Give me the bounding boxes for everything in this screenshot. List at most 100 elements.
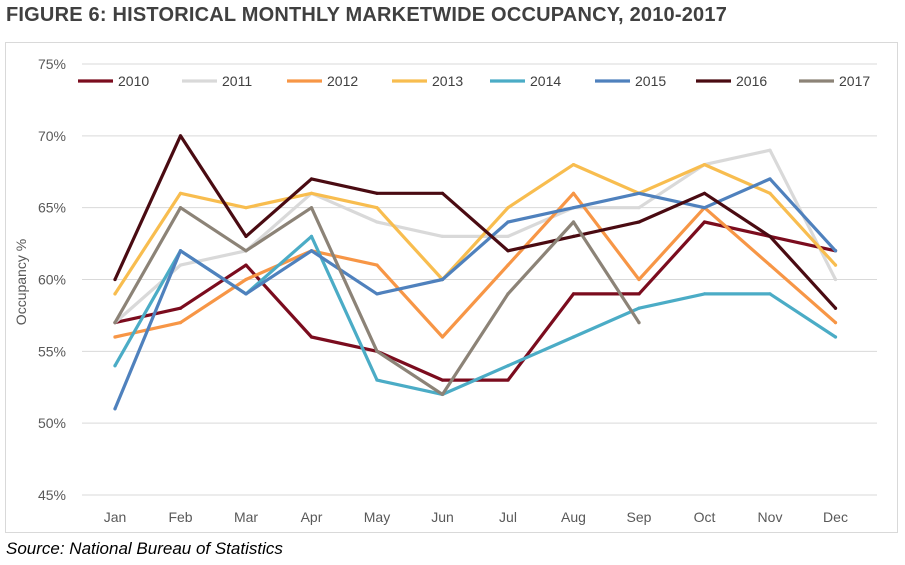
data-point <box>571 191 576 195</box>
legend-label: 2014 <box>530 73 561 89</box>
data-point <box>637 306 641 310</box>
data-point <box>637 321 641 325</box>
series-2017 <box>113 206 641 397</box>
legend-item: 2011 <box>182 73 252 89</box>
data-point <box>506 364 510 368</box>
data-point <box>702 162 707 167</box>
data-point <box>506 234 510 238</box>
series-line <box>113 177 838 411</box>
data-point <box>571 335 576 339</box>
data-point <box>178 206 183 210</box>
legend-item: 2010 <box>78 73 149 89</box>
y-tick-label: 65% <box>38 200 66 216</box>
data-point <box>113 407 117 411</box>
data-point <box>113 364 117 368</box>
data-point <box>702 191 707 195</box>
data-point <box>375 220 379 224</box>
y-axis-ticks: 45% 50% 55% 60% 65% 70% 75% <box>38 56 66 503</box>
figure-title: FIGURE 6: HISTORICAL MONTHLY MARKETWIDE … <box>6 4 728 26</box>
data-point <box>571 220 576 224</box>
series-2016 <box>113 134 838 310</box>
data-point <box>637 206 641 210</box>
data-point <box>833 335 838 339</box>
data-point <box>833 321 838 325</box>
data-point <box>768 234 772 238</box>
data-point <box>178 249 183 253</box>
series-2014 <box>113 234 838 397</box>
legend-label: 2016 <box>736 73 767 89</box>
data-point <box>178 134 183 138</box>
series-2012 <box>113 191 838 339</box>
series-line <box>113 148 838 325</box>
source-note: Source: National Bureau of Statistics <box>6 539 283 558</box>
data-point <box>506 378 510 382</box>
data-point <box>506 206 510 210</box>
legend-label: 2010 <box>118 73 149 89</box>
data-point <box>244 292 248 296</box>
data-point <box>244 263 248 267</box>
data-point <box>833 277 838 282</box>
data-point <box>440 191 445 195</box>
x-tick-label: Nov <box>758 509 783 525</box>
x-tick-label: Jul <box>499 509 517 525</box>
data-point <box>768 292 772 296</box>
legend: 2010 2011 2012 2013 2014 2015 2016 2017 <box>78 73 870 89</box>
data-point <box>244 249 248 253</box>
data-point <box>571 206 576 210</box>
series-line <box>113 134 838 310</box>
data-point <box>506 292 510 296</box>
data-point <box>440 277 445 282</box>
data-point <box>113 277 117 282</box>
data-point <box>768 148 772 152</box>
legend-item: 2016 <box>696 73 767 89</box>
legend-label: 2015 <box>635 73 666 89</box>
y-tick-label: 70% <box>38 128 66 144</box>
data-point <box>571 234 576 238</box>
x-tick-label: Jun <box>431 509 454 525</box>
series-lines <box>113 134 838 411</box>
data-point <box>571 292 576 296</box>
data-point <box>309 206 314 210</box>
data-point <box>375 206 379 210</box>
data-point <box>768 263 772 267</box>
data-point <box>113 335 117 339</box>
legend-item: 2015 <box>595 73 666 89</box>
data-point <box>375 292 379 296</box>
y-tick-label: 55% <box>38 343 66 359</box>
data-point <box>440 378 445 382</box>
y-tick-label: 50% <box>38 415 66 431</box>
y-tick-label: 75% <box>38 56 66 72</box>
legend-item: 2014 <box>490 73 561 89</box>
data-point <box>768 191 772 195</box>
x-tick-label: Apr <box>301 509 323 525</box>
data-point <box>178 191 183 195</box>
legend-label: 2017 <box>839 73 870 89</box>
data-point <box>375 349 379 353</box>
series-2015 <box>113 177 838 411</box>
x-tick-label: Dec <box>823 509 848 525</box>
legend-label: 2012 <box>327 73 358 89</box>
x-tick-label: Oct <box>694 509 716 525</box>
data-point <box>637 191 641 195</box>
data-point <box>309 335 314 339</box>
x-tick-label: Mar <box>234 509 258 525</box>
legend-item: 2012 <box>287 73 358 89</box>
series-line <box>113 191 838 339</box>
legend-label: 2013 <box>432 73 463 89</box>
data-point <box>178 321 183 325</box>
data-point <box>506 263 510 267</box>
data-point <box>506 220 510 224</box>
data-point <box>506 249 510 253</box>
data-point <box>637 220 641 224</box>
data-point <box>178 306 183 310</box>
legend-item: 2013 <box>392 73 463 89</box>
data-point <box>440 392 445 397</box>
x-tick-label: Sep <box>627 509 652 525</box>
data-point <box>244 234 248 238</box>
gridlines <box>82 63 877 496</box>
data-point <box>375 263 379 267</box>
data-point <box>113 321 117 325</box>
data-point <box>244 277 248 282</box>
data-point <box>833 263 838 267</box>
